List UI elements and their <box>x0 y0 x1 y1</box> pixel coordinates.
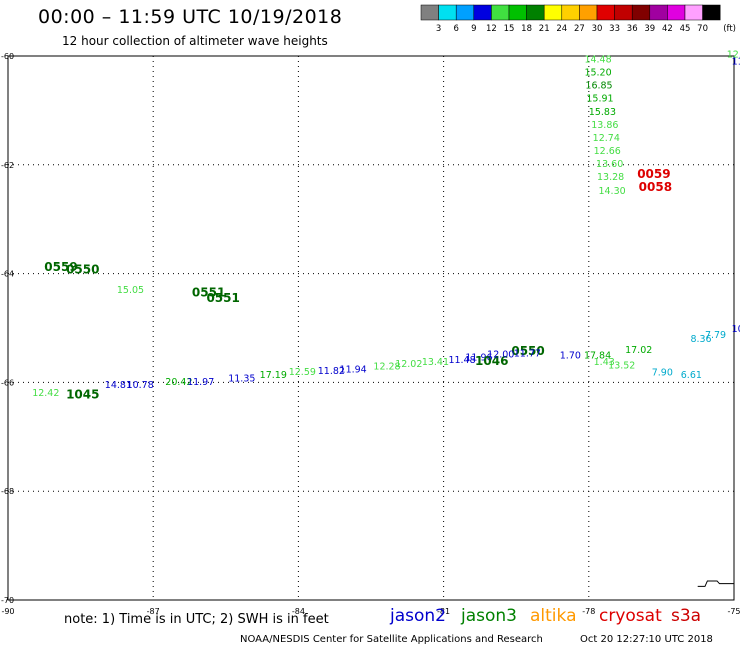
wave-height-label: 20.42 <box>165 377 192 388</box>
pass-time-label: 1046 <box>475 354 508 368</box>
footer-note: note: 1) Time is in UTC; 2) SWH is in fe… <box>64 612 329 627</box>
wave-height-label: 11.97 <box>187 377 214 388</box>
legend-jason2: jason2 <box>390 606 446 626</box>
x-tick-label: -78 <box>582 607 595 616</box>
wave-height-label: 13.41 <box>422 357 449 368</box>
wave-height-label: 7.90 <box>652 367 673 378</box>
y-tick-label: -70 <box>1 596 14 605</box>
chart-subtitle: 12 hour collection of altimeter wave hei… <box>62 34 328 48</box>
legend-altika: altika <box>530 606 577 626</box>
wave-height-label: 11.94 <box>340 365 367 376</box>
wave-height-label: 14.30 <box>598 186 625 197</box>
chart-title: 00:00 – 11:59 UTC 10/19/2018 <box>38 6 343 28</box>
colorbar-tick-label: 39 <box>644 24 655 34</box>
colorbar-tick-label: 24 <box>556 24 567 34</box>
wave-height-label: 10.50 <box>732 324 740 335</box>
generated-timestamp: Oct 20 12:27:10 UTC 2018 <box>580 634 713 645</box>
y-tick-label: -68 <box>1 487 14 496</box>
coastline <box>697 580 734 587</box>
wave-height-label: 1.43 <box>594 357 615 368</box>
pass-time-label: 0059 <box>637 167 670 181</box>
wave-height-label: 14.48 <box>584 55 611 66</box>
colorbar-tick-label: 30 <box>592 24 603 34</box>
colorbar-unit: (ft) <box>723 24 736 34</box>
wave-height-label: 8.36 <box>690 334 711 345</box>
colorbar-tick-label: 3 <box>436 24 441 34</box>
colorbar-tick-label: 45 <box>680 24 691 34</box>
pass-time-label: 0550 <box>66 263 99 277</box>
colorbar-tick-label: 9 <box>471 24 476 34</box>
x-tick-label: -84 <box>292 607 305 616</box>
colorbar-tick-label: 33 <box>609 24 620 34</box>
y-tick-label: -66 <box>1 378 14 387</box>
wave-height-label: 6.61 <box>681 370 702 381</box>
colorbar-swatch <box>702 4 721 21</box>
wave-height-label: 13.52 <box>608 360 635 371</box>
wave-height-label: 15.20 <box>584 68 611 79</box>
wave-height-label: 15.83 <box>589 107 616 118</box>
colorbar-tick-label: 42 <box>662 24 673 34</box>
wave-height-label: 12.5 <box>727 50 740 61</box>
colorbar-tick-label: 6 <box>453 24 458 34</box>
wave-height-label: 13.28 <box>597 172 624 183</box>
wave-height-label: 7.79 <box>705 330 726 341</box>
wave-height-label: 12.02 <box>395 359 422 370</box>
pass-time-label: 0551 <box>192 285 225 299</box>
x-tick-label: -75 <box>727 607 740 616</box>
colorbar-tick-label: 18 <box>521 24 532 34</box>
y-tick-label: -62 <box>1 161 14 170</box>
legend-jason3: jason3 <box>461 606 517 626</box>
wave-height-label: 11.77 <box>514 348 541 359</box>
pass-time-label: 0551 <box>206 291 239 305</box>
wave-height-label: 11.96 <box>465 353 492 364</box>
colorbar-tick-label: 21 <box>539 24 550 34</box>
plot-frame <box>7 55 735 601</box>
x-tick-label: -90 <box>1 607 14 616</box>
wave-height-label: 11.48 <box>448 355 475 366</box>
colorbar: 3 6 9 12 15 18 21 24 27 30 33 36 39 42 45 70 (ft) <box>420 4 736 34</box>
wave-height-label: 11.35 <box>228 373 255 384</box>
wave-height-label: 10.78 <box>127 380 154 391</box>
colorbar-tick-label: 70 <box>697 24 708 34</box>
wave-height-label: 14.81 <box>105 380 132 391</box>
wave-height-label: 16.85 <box>585 81 612 92</box>
wave-height-label: 17.84 <box>584 350 611 361</box>
wave-height-label: 12.00 <box>487 349 514 360</box>
colorbar-tick-label: 36 <box>627 24 638 34</box>
y-tick-label: -64 <box>1 270 14 279</box>
x-tick-label: -81 <box>437 607 450 616</box>
wave-height-label: 1.70 <box>560 350 581 361</box>
colorbar-tick-label: 27 <box>574 24 585 34</box>
wave-height-label: 11.82 <box>318 366 345 377</box>
wave-height-label: 15.05 <box>117 285 144 296</box>
x-tick-label: -87 <box>147 607 160 616</box>
wave-height-label: 12.28 <box>373 361 400 372</box>
credit-line: NOAA/NESDIS Center for Satellite Applica… <box>240 634 543 645</box>
wave-height-label: 15.91 <box>586 94 613 105</box>
colorbar-tick-label: 12 <box>486 24 497 34</box>
wave-height-label: 13.60 <box>596 159 623 170</box>
wave-height-label: 12.74 <box>593 133 620 144</box>
wave-height-label: 17.19 <box>260 370 287 381</box>
wave-height-label: 13.86 <box>591 120 618 131</box>
legend-s3a: s3a <box>671 606 702 626</box>
pass-time-label: 0550 <box>511 344 544 358</box>
wave-height-label: 12.66 <box>594 146 621 157</box>
wave-height-label: 11 <box>732 57 740 68</box>
wave-height-label: 12.59 <box>289 367 316 378</box>
pass-time-label: 1045 <box>66 388 99 402</box>
wave-height-label: 12.42 <box>32 388 59 399</box>
colorbar-tick-label: 15 <box>504 24 515 34</box>
pass-time-label: 0058 <box>639 180 672 194</box>
pass-time-label: 0559 <box>44 260 77 274</box>
wave-height-label: 17.02 <box>625 345 652 356</box>
legend-cryosat: cryosat <box>599 606 662 626</box>
y-tick-label: -60 <box>1 52 14 61</box>
